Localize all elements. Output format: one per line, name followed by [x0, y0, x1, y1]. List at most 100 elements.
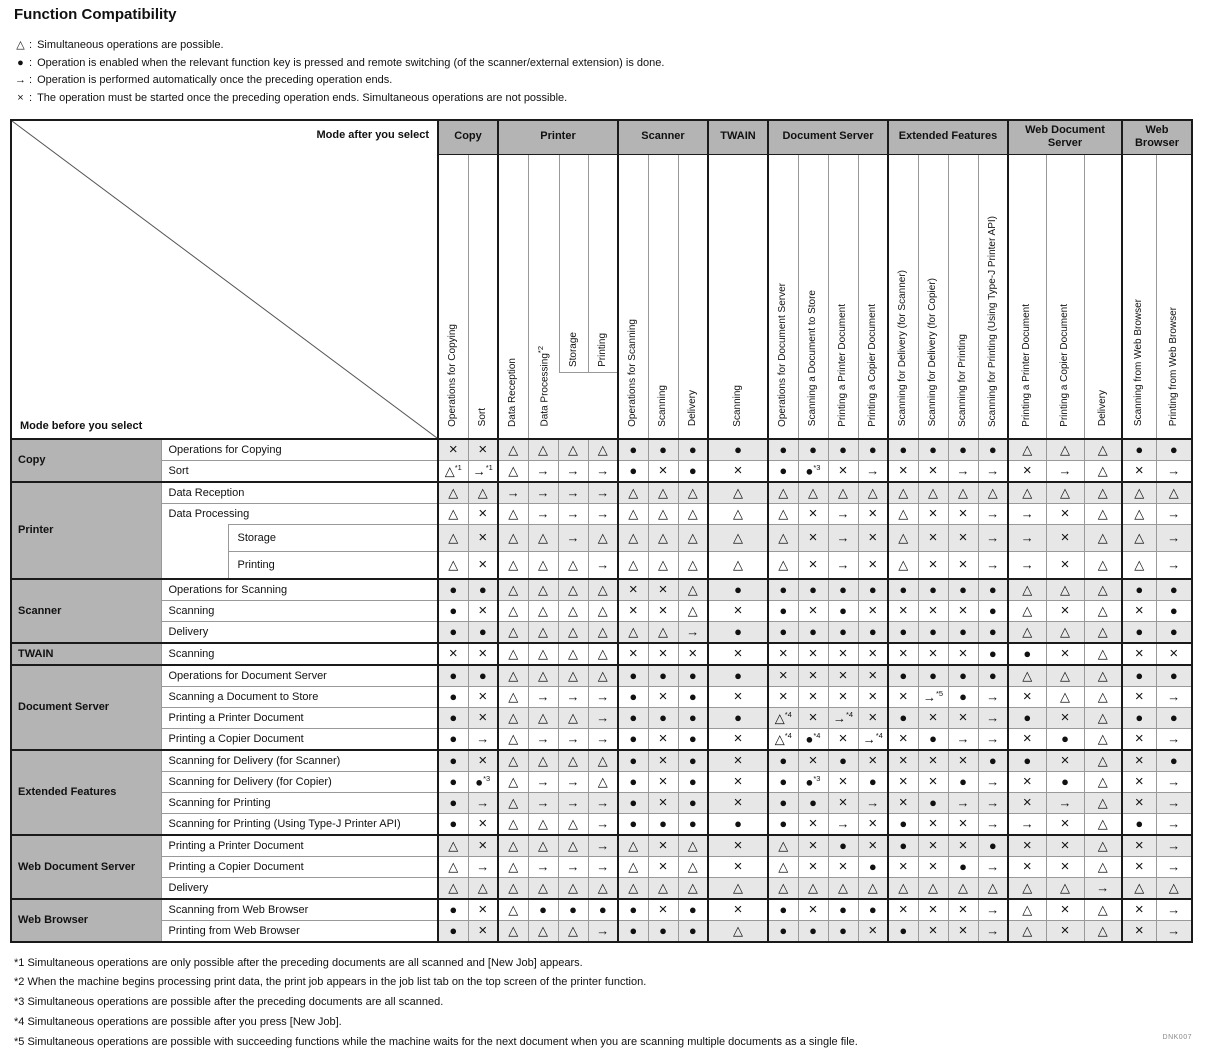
matrix-cell: → — [587, 706, 619, 729]
matrix-cell: △ — [1083, 523, 1123, 552]
matrix-cell: △ — [1045, 663, 1085, 687]
matrix-cell: △ — [1083, 480, 1123, 504]
matrix-cell: × — [1007, 685, 1047, 708]
matrix-cell: ● — [437, 685, 469, 708]
matrix-cell: × — [707, 833, 769, 857]
matrix-cell: △ — [497, 523, 529, 552]
matrix-cell: → — [827, 550, 859, 580]
table-row: Printer Data Reception △ △ → → → → △ △ △ △ △ △ △ △ △ △ △ △ △… — [10, 480, 1193, 580]
matrix-cell: ●*3 — [467, 770, 499, 793]
matrix-cell: × — [917, 855, 949, 878]
matrix-cell: △ — [437, 855, 469, 878]
matrix-cell: ● — [437, 620, 469, 644]
matrix-cell: ● — [767, 812, 799, 836]
matrix-cell: → — [977, 550, 1009, 580]
matrix-cell: ● — [947, 685, 979, 708]
matrix-cell: △ — [497, 748, 529, 772]
matrix-cell: △ — [767, 550, 799, 580]
matrix-cell: △ — [1083, 770, 1123, 793]
matrix-cell: ● — [857, 577, 889, 601]
matrix-cell: ● — [977, 663, 1009, 687]
matrix-cell: ● — [617, 663, 649, 687]
matrix-cell: × — [797, 855, 829, 878]
matrix-cell: △ — [497, 706, 529, 729]
matrix-cell: △ — [527, 663, 559, 687]
matrix-cell: △ — [677, 876, 709, 900]
matrix-cell: ● — [917, 577, 949, 601]
matrix-cell: × — [1121, 727, 1157, 751]
matrix-cell: △ — [527, 812, 559, 836]
row-label: Scanning for Delivery (for Scanner) — [160, 748, 439, 772]
matrix-cell: ● — [827, 437, 859, 461]
matrix-cell: ● — [1121, 577, 1157, 601]
matrix-cell: △ — [527, 523, 559, 552]
matrix-cell: ● — [947, 577, 979, 601]
matrix-cell: → — [587, 550, 619, 580]
matrix-cell: ● — [677, 459, 709, 483]
matrix-cell: ● — [887, 706, 919, 729]
matrix-cell: ● — [917, 791, 949, 814]
column-header: Scanning for Delivery (for Scanner) — [887, 153, 919, 440]
matrix-cell: △ — [797, 876, 829, 900]
matrix-cell: ● — [647, 706, 679, 729]
matrix-cell: → — [557, 770, 589, 793]
matrix-cell: △ — [1083, 897, 1123, 921]
matrix-cell: ● — [767, 620, 799, 644]
matrix-cell: × — [1045, 855, 1085, 878]
matrix-cell: ● — [1045, 770, 1085, 793]
matrix-cell: × — [917, 523, 949, 552]
matrix-cell: → — [947, 727, 979, 751]
row-label: Scanning for Printing — [160, 791, 439, 814]
matrix-cell: × — [707, 599, 769, 622]
matrix-cell: × — [917, 919, 949, 943]
row-label: Delivery — [160, 876, 439, 900]
matrix-cell: × — [947, 641, 979, 666]
matrix-cell: → — [827, 523, 859, 552]
column-header: Printing a Copier Document — [1045, 153, 1085, 440]
row-label: Scanning — [160, 599, 439, 622]
matrix-cell: → — [977, 523, 1009, 552]
matrix-cell: → — [527, 459, 559, 483]
matrix-cell: × — [797, 812, 829, 836]
page-title: Function Compatibility — [14, 6, 177, 23]
matrix-cell: → — [1007, 502, 1047, 525]
matrix-cell: × — [1045, 748, 1085, 772]
matrix-cell: × — [797, 748, 829, 772]
row-group-label: TWAIN — [10, 641, 162, 666]
matrix-cell: → — [977, 855, 1009, 878]
legend-item: ●: Operation is enabled when the relevant… — [14, 57, 1230, 70]
corner-label-mode-after: Mode after you select — [316, 128, 429, 141]
matrix-cell: ● — [437, 791, 469, 814]
matrix-cell: ● — [887, 812, 919, 836]
matrix-cell: ● — [797, 919, 829, 943]
matrix-cell: △ — [1007, 663, 1047, 687]
matrix-cell: ● — [887, 919, 919, 943]
matrix-cell: △ — [1083, 502, 1123, 525]
matrix-cell: ●*3 — [797, 770, 829, 793]
matrix-cell: → — [587, 502, 619, 525]
legend-item: ×: The operation must be started once the… — [14, 92, 1230, 105]
matrix-cell: △ — [527, 748, 559, 772]
matrix-cell: △ — [1007, 876, 1047, 900]
matrix-cell: → — [1155, 523, 1193, 552]
legend-item: →: Operation is performed automatically o… — [14, 74, 1230, 87]
matrix-cell: → — [1045, 459, 1085, 483]
column-group-header: Scanner — [617, 119, 709, 155]
matrix-cell: → — [1155, 791, 1193, 814]
column-group-header: Extended Features — [887, 119, 1009, 155]
column-header: Scanning a Document to Store — [797, 153, 829, 440]
matrix-cell: △ — [497, 791, 529, 814]
matrix-cell: × — [1121, 791, 1157, 814]
matrix-cell: × — [887, 685, 919, 708]
matrix-cell: × — [1121, 919, 1157, 943]
matrix-cell: → — [977, 897, 1009, 921]
matrix-cell: × — [467, 833, 499, 857]
matrix-cell: × — [467, 919, 499, 943]
matrix-cell: × — [617, 577, 649, 601]
row-label: Delivery — [160, 620, 439, 644]
matrix-cell: ● — [1155, 599, 1193, 622]
column-header: Delivery — [1083, 153, 1123, 440]
matrix-cell: × — [467, 437, 499, 461]
legend-item: △: Simultaneous operations are possible. — [14, 39, 1230, 52]
matrix-cell: × — [767, 663, 799, 687]
